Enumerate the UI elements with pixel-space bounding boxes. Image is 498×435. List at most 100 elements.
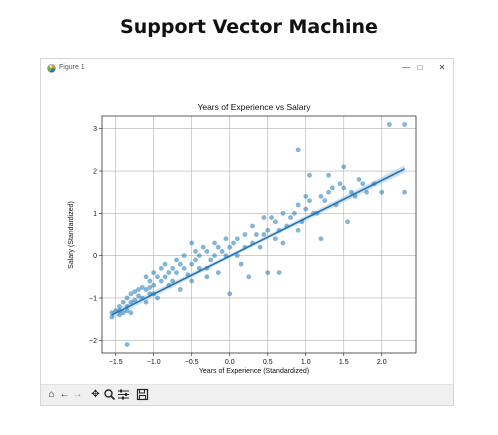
data-point bbox=[117, 304, 122, 309]
data-point bbox=[227, 291, 233, 297]
pan-icon[interactable]: ✥ bbox=[91, 389, 100, 400]
data-point bbox=[280, 240, 286, 246]
data-point bbox=[337, 181, 343, 187]
data-point bbox=[352, 194, 358, 199]
data-point bbox=[379, 189, 385, 195]
x-tick-label: −0.5 bbox=[185, 359, 199, 366]
data-point bbox=[215, 270, 221, 275]
data-point bbox=[307, 198, 312, 204]
data-point bbox=[120, 310, 126, 316]
x-tick-label: −1.5 bbox=[109, 359, 123, 366]
data-point bbox=[124, 342, 130, 347]
data-point bbox=[158, 278, 164, 284]
data-point bbox=[124, 295, 130, 301]
data-point bbox=[215, 244, 221, 250]
data-point bbox=[307, 172, 312, 178]
data-point bbox=[329, 185, 335, 191]
data-point bbox=[143, 274, 149, 280]
data-point bbox=[265, 270, 271, 275]
data-point bbox=[272, 236, 278, 242]
home-icon[interactable]: ⌂ bbox=[48, 389, 55, 400]
data-point bbox=[364, 189, 369, 195]
data-point bbox=[272, 219, 278, 225]
data-point bbox=[360, 181, 366, 187]
data-point bbox=[326, 189, 331, 195]
data-point bbox=[261, 215, 267, 220]
data-point bbox=[170, 265, 176, 271]
data-point bbox=[250, 223, 255, 229]
scatter-chart: Years of Experience vs Salary −1.5 −1.0 −0… bbox=[68, 102, 417, 375]
data-point bbox=[189, 261, 195, 267]
data-point bbox=[295, 202, 301, 208]
data-point bbox=[151, 270, 157, 275]
window-title: Figure 1 bbox=[59, 64, 85, 71]
data-point bbox=[196, 265, 202, 271]
data-point bbox=[238, 261, 244, 267]
data-point bbox=[158, 265, 164, 271]
maximize-button[interactable]: □ bbox=[417, 63, 423, 72]
data-point bbox=[227, 244, 233, 250]
x-tick-label: −1.0 bbox=[147, 359, 161, 366]
window-titlebar[interactable]: Figure 1 — □ ✕ bbox=[41, 59, 453, 79]
data-point bbox=[204, 274, 210, 280]
data-point bbox=[242, 232, 248, 237]
data-point bbox=[174, 257, 179, 263]
save-icon[interactable] bbox=[136, 388, 149, 401]
data-point bbox=[212, 240, 217, 246]
data-point bbox=[386, 122, 392, 127]
chart-title: Years of Experience vs Salary bbox=[197, 102, 311, 112]
data-point bbox=[124, 308, 130, 314]
data-point bbox=[303, 206, 309, 212]
plot-area[interactable]: Years of Experience vs Salary −1.5 −1.0 −0… bbox=[41, 79, 453, 385]
data-point bbox=[128, 299, 134, 305]
data-point bbox=[402, 122, 407, 127]
data-point bbox=[162, 261, 168, 267]
x-tick-label: 0.0 bbox=[225, 359, 235, 366]
minimize-button[interactable]: — bbox=[402, 63, 410, 72]
data-point bbox=[341, 185, 347, 191]
data-point bbox=[345, 219, 350, 225]
data-point bbox=[219, 249, 225, 254]
back-icon[interactable]: ← bbox=[59, 389, 70, 400]
data-point bbox=[348, 189, 354, 195]
data-point bbox=[143, 299, 149, 305]
regression-line bbox=[111, 168, 405, 316]
matplotlib-icon bbox=[47, 64, 56, 73]
data-point bbox=[295, 147, 301, 153]
data-point bbox=[303, 194, 309, 199]
data-point bbox=[280, 210, 286, 216]
data-point bbox=[109, 314, 115, 320]
zoom-icon[interactable] bbox=[103, 388, 116, 401]
close-button[interactable]: ✕ bbox=[438, 63, 446, 72]
data-point bbox=[234, 253, 240, 259]
configure-icon[interactable] bbox=[117, 388, 130, 401]
data-point bbox=[318, 236, 324, 242]
forward-icon[interactable]: → bbox=[72, 389, 83, 400]
data-point bbox=[128, 310, 134, 316]
page-title: Support Vector Machine bbox=[120, 16, 378, 38]
y-tick-label: −1 bbox=[89, 295, 97, 302]
data-point bbox=[193, 257, 198, 263]
data-point bbox=[276, 270, 282, 275]
data-point bbox=[269, 215, 274, 220]
data-point bbox=[356, 177, 362, 182]
data-point bbox=[162, 274, 168, 280]
data-point bbox=[208, 257, 214, 263]
data-point bbox=[155, 295, 160, 301]
y-tick-label: 0 bbox=[93, 253, 97, 260]
data-point bbox=[132, 289, 138, 295]
data-point bbox=[318, 194, 324, 199]
regression-line-path bbox=[111, 168, 405, 316]
data-points bbox=[109, 122, 407, 347]
data-point bbox=[120, 299, 126, 305]
data-point bbox=[143, 287, 149, 292]
axes-frame bbox=[101, 115, 417, 354]
data-point bbox=[246, 274, 252, 280]
y-tick-label: 1 bbox=[93, 211, 97, 218]
y-tick-label: −2 bbox=[89, 338, 97, 345]
y-axis-label: Salary (Standardized) bbox=[68, 201, 75, 269]
data-point bbox=[139, 285, 145, 290]
data-point bbox=[200, 244, 206, 250]
data-point bbox=[231, 240, 236, 246]
x-tick-label: 2.0 bbox=[377, 359, 387, 366]
